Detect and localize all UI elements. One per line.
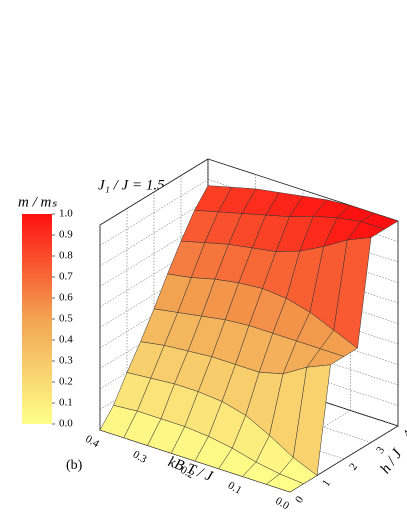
colorbar-tick-label: 0.2	[59, 376, 73, 388]
y-tick-label: 0	[293, 494, 306, 506]
colorbar-tick-label: 0.7	[59, 271, 73, 283]
chart-title: J₁ / J = 1.5	[98, 177, 165, 193]
annotation: (b)	[66, 458, 83, 473]
x-tick-label: 0.1	[226, 479, 244, 496]
colorbar-tick-label: 0.8	[59, 250, 73, 262]
colorbar-tick-label: 0.3	[59, 355, 73, 367]
colorbar-tick-label: 0.4	[59, 334, 73, 346]
x-tick-label: 0.3	[131, 448, 149, 466]
colorbar	[22, 214, 52, 424]
colorbar-tick-label: 1.0	[59, 208, 73, 220]
x-tick-label: 0.4	[83, 433, 101, 451]
x-tick-label: 0.2	[178, 464, 196, 481]
colorbar-label: m / mₛ	[18, 194, 57, 210]
colorbar-tick-label: 0.1	[59, 397, 73, 409]
x-tick-label: 0.0	[273, 495, 291, 513]
surface-patch	[265, 473, 305, 493]
grid-line	[99, 199, 209, 267]
colorbar-tick-label: 0.0	[59, 418, 73, 430]
y-tick-label: 1	[320, 478, 333, 489]
y-tick-label: 3	[374, 444, 387, 456]
colorbar-tick-label: 0.5	[59, 313, 73, 325]
colorbar-tick-label: 0.9	[59, 229, 73, 241]
y-tick-label: 2	[347, 461, 360, 472]
y-tick-label: 4	[401, 428, 407, 440]
colorbar-tick-label: 0.6	[59, 292, 73, 304]
